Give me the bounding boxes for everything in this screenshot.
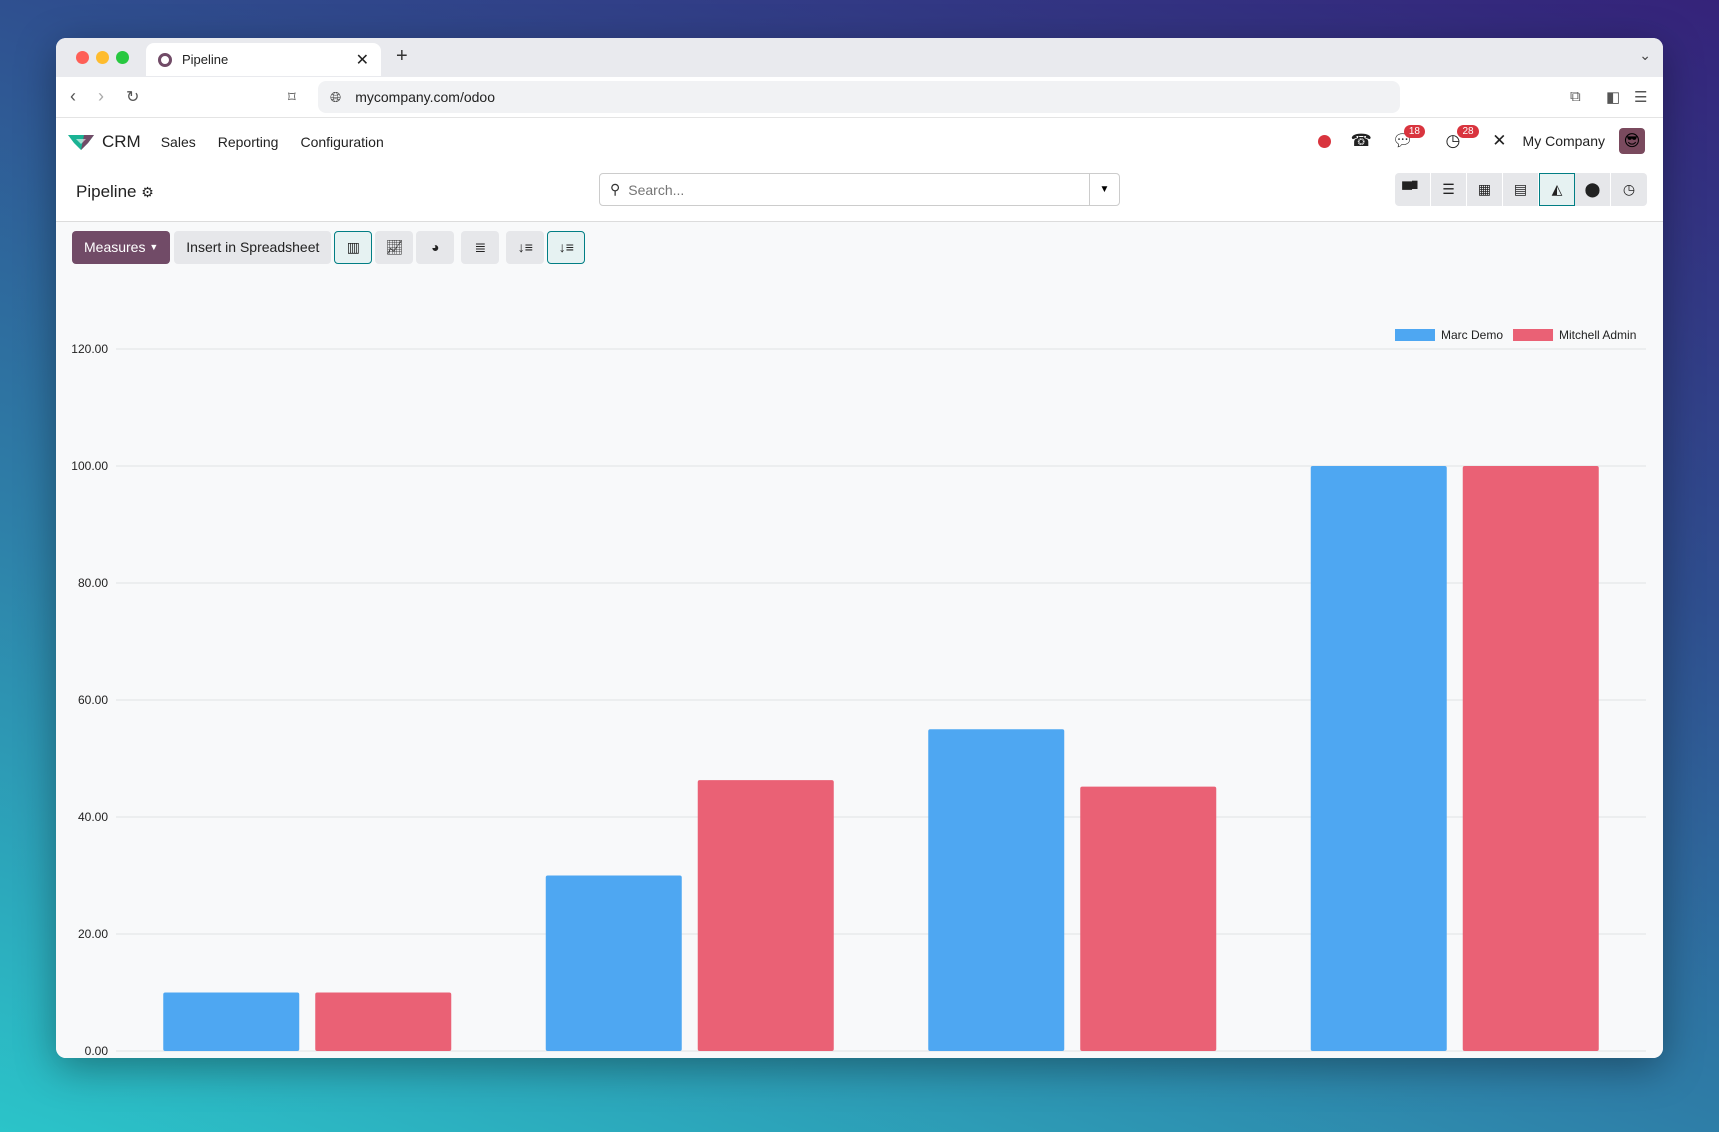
menu-sales[interactable]: Sales — [160, 134, 196, 150]
y-tick-label: 120.00 — [71, 342, 108, 356]
browser-window: Pipeline ✕ + ⌄ ‹ › ↻ ⌑ 🌐︎ mycompany.com/… — [56, 38, 1663, 1058]
maximize-window-button[interactable] — [116, 51, 129, 64]
forward-icon[interactable]: › — [98, 86, 104, 106]
kanban-view-button[interactable]: ▀▘ — [1395, 173, 1431, 206]
messages-icon[interactable]: 💬︎ 18 — [1392, 125, 1425, 151]
reload-icon[interactable]: ↻ — [126, 89, 140, 106]
company-switcher[interactable]: My Company — [1522, 133, 1605, 149]
y-tick-label: 0.00 — [85, 1044, 109, 1058]
bar-marc-demo — [1310, 466, 1447, 1051]
bar-chart-icon: ▥ — [346, 238, 360, 255]
y-tick-label: 100.00 — [71, 459, 108, 473]
search-input[interactable] — [628, 181, 1089, 198]
list-view-button[interactable]: ☰ — [1431, 173, 1467, 206]
sidebar-icon[interactable]: ◧ — [1606, 89, 1621, 106]
sort-descending-button[interactable]: ↓≡ — [506, 230, 545, 264]
crm-logo-icon[interactable] — [68, 133, 94, 151]
sort-ascending-button[interactable]: ↓≡ — [547, 230, 586, 264]
activities-icon[interactable]: ◷ 28 — [1445, 125, 1479, 151]
y-tick-label: 20.00 — [78, 927, 108, 941]
bar-mitchell-admin — [1462, 466, 1599, 1051]
url-text: mycompany.com/odoo — [355, 89, 496, 105]
line-chart-icon: 📈︎ — [385, 238, 404, 255]
menu-reporting[interactable]: Reporting — [217, 134, 279, 150]
search-icon: ⚲ — [610, 181, 621, 197]
pie-chart-icon: ◕ — [431, 239, 440, 255]
graph-toolbar: Measures ▼ Insert in Spreadsheet ▥ 📈︎ ◕ … — [56, 222, 1663, 272]
activity-view-button[interactable]: ◷ — [1622, 181, 1636, 197]
messages-badge: 18 — [1403, 125, 1425, 138]
systray: ☎ 💬︎ 18 ◷ 28 ✕ My Company 😎︎ — [1317, 125, 1645, 154]
sort-descending-icon: ↓≡ — [517, 239, 533, 255]
browser-tab[interactable]: Pipeline ✕ — [146, 43, 381, 76]
stacked-button[interactable]: ≣ — [461, 230, 500, 264]
measures-label: Measures — [84, 239, 146, 255]
calendar-view-button[interactable]: ▦ — [1467, 173, 1503, 206]
activities-badge: 28 — [1457, 125, 1479, 138]
globe-icon: 🌐︎ — [330, 88, 342, 105]
bar-chart-button[interactable]: ▥ — [334, 230, 373, 264]
odoo-favicon-icon — [158, 52, 172, 67]
extensions-icon[interactable]: ⧉ — [1570, 88, 1581, 105]
bar-marc-demo — [545, 875, 682, 1051]
tab-title: Pipeline — [182, 52, 229, 67]
search-dropdown-toggle[interactable]: ▼ — [1089, 174, 1119, 205]
bar-marc-demo — [928, 729, 1065, 1051]
bar-marc-demo — [163, 992, 300, 1051]
tools-icon[interactable]: ✕ — [1492, 131, 1507, 150]
search-bar: ⚲ ▼ — [599, 173, 1120, 206]
tab-bar: Pipeline ✕ + ⌄ — [56, 38, 1663, 77]
app-name[interactable]: CRM — [102, 132, 141, 151]
close-tab-icon[interactable]: ✕ — [355, 51, 369, 69]
y-tick-label: 40.00 — [78, 810, 108, 824]
menu-icon[interactable]: ☰ — [1634, 89, 1648, 106]
pie-chart-button[interactable]: ◕ — [416, 230, 455, 264]
back-icon[interactable]: ‹ — [70, 86, 76, 106]
pivot-view-button[interactable]: ▤ — [1503, 173, 1539, 206]
line-chart-button[interactable]: 📈︎ — [375, 230, 414, 264]
gear-icon[interactable]: ⚙ — [141, 184, 154, 200]
y-tick-label: 80.00 — [78, 576, 108, 590]
legend-swatch — [1395, 329, 1435, 341]
bar-chart: 0.0020.0040.0060.0080.00100.00120.00NewQ… — [71, 328, 1646, 1058]
insert-spreadsheet-button[interactable]: Insert in Spreadsheet — [174, 230, 332, 264]
graph-view-button[interactable]: ◭ — [1539, 173, 1575, 206]
minimize-window-button[interactable] — [96, 51, 109, 64]
legend-label: Marc Demo — [1441, 328, 1503, 342]
legend-label: Mitchell Admin — [1559, 328, 1636, 342]
chart-area: 0.0020.0040.0060.0080.00100.00120.00NewQ… — [56, 272, 1663, 1058]
new-tab-icon[interactable]: + — [396, 45, 408, 67]
legend-swatch — [1513, 329, 1554, 341]
menu-configuration[interactable]: Configuration — [300, 134, 384, 150]
bar-mitchell-admin — [1080, 786, 1217, 1051]
close-window-button[interactable] — [76, 51, 89, 64]
bar-mitchell-admin — [697, 780, 834, 1051]
sort-ascending-icon: ↓≡ — [558, 239, 574, 255]
avatar[interactable]: 😎︎ — [1619, 128, 1645, 154]
chevron-down-icon[interactable]: ⌄ — [1639, 47, 1651, 63]
measures-button[interactable]: Measures ▼ — [72, 230, 171, 264]
map-view-button[interactable]: ⬤ — [1575, 173, 1611, 206]
url-field[interactable]: 🌐︎ mycompany.com/odoo — [318, 81, 1400, 113]
address-bar-row: ‹ › ↻ ⌑ 🌐︎ mycompany.com/odoo ⧉ ◧ ☰ — [56, 77, 1663, 118]
bar-mitchell-admin — [315, 992, 452, 1051]
page-title-text: Pipeline — [76, 182, 137, 201]
page-title: Pipeline ⚙ — [76, 182, 154, 202]
database-icon: ≣ — [474, 238, 487, 255]
y-tick-label: 60.00 — [78, 693, 108, 707]
status-dot-icon[interactable] — [1317, 134, 1331, 148]
phone-icon[interactable]: ☎ — [1350, 131, 1372, 150]
odoo-navbar: CRM Sales Reporting Configuration ☎ 💬︎ 18… — [56, 118, 1663, 166]
view-switcher: ▀▘ ☰ ▦ ▤ ◭ ⬤ ◷ — [1395, 173, 1647, 206]
bookmark-icon[interactable]: ⌑ — [288, 89, 296, 106]
control-panel: Pipeline ⚙ ⚲ ▼ ▀▘ ☰ ▦ ▤ ◭ ⬤ ◷ — [56, 166, 1663, 222]
caret-down-icon: ▼ — [149, 242, 159, 252]
